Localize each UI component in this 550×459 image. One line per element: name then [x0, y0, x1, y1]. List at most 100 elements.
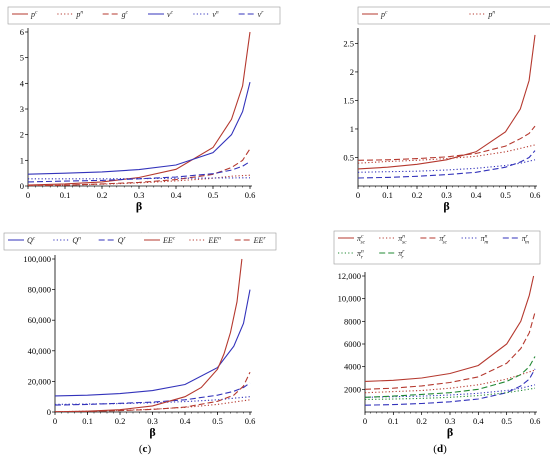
x-tick-label: 0.5	[500, 190, 511, 200]
series-line	[365, 368, 536, 406]
legend-legend-label: gc	[122, 10, 129, 20]
series-line	[365, 369, 536, 394]
y-tick-label: 5	[20, 53, 24, 63]
legend-legend-label: pn	[487, 10, 495, 20]
x-tick-label: 0.4	[171, 190, 182, 200]
x-tick-label: 0.6	[530, 190, 541, 200]
y-tick-label: 2	[350, 67, 354, 77]
legend-legend-label: Qr	[118, 236, 127, 246]
y-tick-label: 1	[350, 124, 354, 134]
x-tick-label: 0.4	[471, 190, 482, 200]
y-tick-label: 4000	[344, 362, 361, 372]
x-tick-label: 0	[356, 190, 360, 200]
legend-legend-label: pn	[75, 10, 83, 20]
series-line	[28, 81, 251, 175]
series-line	[55, 258, 243, 412]
series-line	[365, 356, 536, 398]
x-axis-label: β	[443, 199, 449, 213]
series-line	[55, 382, 251, 406]
x-tick-label: 0	[26, 190, 30, 200]
x-axis-label: β	[136, 199, 142, 213]
x-axis-label: β	[149, 425, 155, 439]
series-line	[365, 384, 536, 398]
legend-legend-label: πr r	[398, 249, 405, 261]
y-tick-label: 40,000	[28, 346, 51, 356]
y-tick-label: 0	[20, 181, 24, 191]
series-line	[358, 144, 536, 164]
legend-box	[7, 6, 281, 25]
x-tick-label: 0	[363, 416, 367, 426]
y-tick-label: 0	[47, 407, 51, 417]
series-line	[358, 150, 536, 179]
panel-a: pcpngcvcvnvr00.10.20.30.40.50.60123456β(…	[7, 6, 281, 243]
legend-legend-label: πn sc	[398, 234, 407, 246]
legend-box	[357, 6, 550, 25]
y-tick-label: 2	[20, 130, 24, 140]
x-tick-label: 0.2	[115, 416, 126, 426]
legend-legend-label: EEr	[253, 236, 267, 246]
series-line	[55, 371, 251, 412]
y-tick-label: 0.5	[343, 152, 354, 162]
y-tick-label: 6000	[344, 339, 361, 349]
x-tick-label: 0.6	[530, 416, 541, 426]
series-line	[28, 161, 251, 183]
series-line	[365, 275, 535, 382]
legend-legend-label: vn	[212, 10, 219, 20]
x-tick-label: 0.1	[82, 416, 93, 426]
legend-legend-label: Qn	[72, 236, 81, 246]
y-tick-label: 12,000	[338, 271, 361, 281]
series-line	[28, 148, 251, 186]
x-tick-label: 0.6	[245, 416, 256, 426]
panel-caption: (d)	[433, 443, 447, 455]
y-tick-label: 3	[20, 104, 24, 114]
series-line	[365, 387, 536, 401]
y-tick-label: 8000	[344, 316, 361, 326]
y-tick-label: 1.5	[343, 95, 354, 105]
x-tick-label: 0.4	[180, 416, 191, 426]
legend-legend-label: Qc	[27, 236, 36, 246]
legend-legend-label: πr m	[522, 234, 529, 246]
x-tick-label: 0.5	[208, 190, 219, 200]
legend-legend-label: vc	[167, 10, 174, 20]
y-tick-label: 80,000	[28, 285, 51, 295]
legend-legend-label: pc	[30, 10, 38, 20]
y-tick-label: 4	[20, 78, 25, 88]
legend-box	[333, 230, 541, 265]
series-line	[358, 159, 536, 173]
series-line	[28, 31, 251, 186]
x-tick-label: 0.1	[382, 190, 393, 200]
x-tick-label: 0.1	[60, 190, 71, 200]
x-tick-label: 0.5	[212, 416, 223, 426]
x-axis-label: β	[447, 425, 453, 439]
legend-legend-label: EEc	[162, 236, 176, 246]
legend-legend-label: πn m	[481, 234, 489, 246]
legend-legend-label: EEn	[207, 236, 221, 246]
series-line	[55, 289, 251, 397]
y-tick-label: 20,000	[28, 376, 51, 386]
x-tick-label: 0.2	[416, 416, 427, 426]
x-tick-label: 0.2	[412, 190, 423, 200]
x-tick-label: 0.3	[441, 190, 452, 200]
series-line	[28, 174, 251, 186]
y-tick-label: 100,000	[23, 254, 51, 264]
series-line	[358, 34, 536, 170]
y-tick-label: 2000	[344, 384, 361, 394]
y-tick-label: 2.5	[343, 38, 354, 48]
legend-legend-label: pc	[380, 10, 388, 20]
x-tick-label: 0.2	[97, 190, 108, 200]
x-tick-label: 0.4	[473, 416, 484, 426]
legend-legend-label: πr sc	[439, 234, 447, 246]
x-tick-label: 0.3	[134, 190, 145, 200]
panel-d: πc sc πn sc πr sc πn m πr m πn r πr r 0 0.1 0.2 0.3 0.4 0.5…	[333, 230, 541, 455]
panel-b: pcpnprωnωr00.10.20.30.40.50.60.511.522.5…	[343, 6, 550, 243]
series-line	[365, 312, 536, 390]
x-tick-label: 0.3	[147, 416, 158, 426]
series-line	[358, 125, 536, 161]
x-tick-label: 0.3	[445, 416, 456, 426]
x-tick-label: 0.5	[501, 416, 512, 426]
x-tick-label: 0	[53, 416, 57, 426]
panel-caption: (c)	[139, 443, 152, 455]
panel-c: Qc Qn Qr EEc EEn EEr 0 0.1 0.2 0.3 0.4 0.5 0.6 0 20,00…	[3, 232, 277, 455]
y-tick-label: 60,000	[28, 315, 51, 325]
legend-legend-label: πn r	[357, 249, 364, 261]
